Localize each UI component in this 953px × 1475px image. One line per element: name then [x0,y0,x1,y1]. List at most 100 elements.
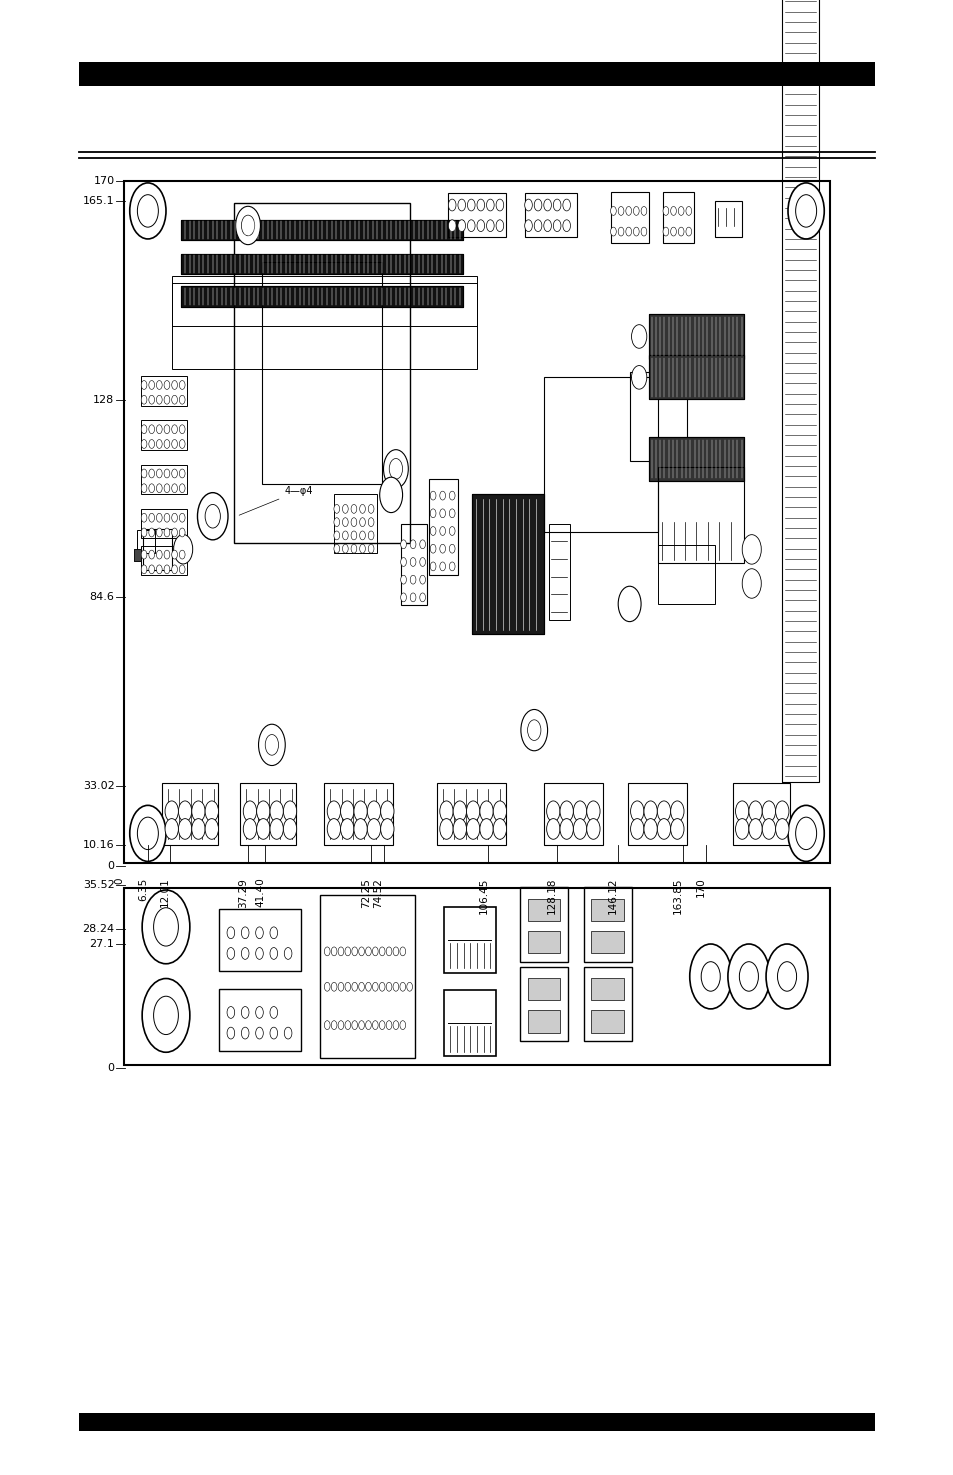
Bar [319,895,415,1058]
Bar [443,990,496,1056]
Circle shape [165,819,178,839]
Circle shape [657,801,670,822]
Circle shape [205,819,218,839]
Circle shape [342,518,348,527]
Circle shape [149,469,154,478]
Circle shape [430,527,436,535]
Circle shape [368,544,374,553]
Bar [181,220,462,240]
Circle shape [439,562,445,571]
Circle shape [255,1006,263,1018]
Bar [543,378,658,532]
Circle shape [324,1021,330,1030]
Circle shape [449,527,455,535]
Circle shape [334,518,339,527]
Circle shape [179,381,185,389]
Circle shape [761,801,775,822]
Circle shape [453,801,466,822]
Circle shape [351,544,356,553]
Bar [181,220,462,240]
Circle shape [243,801,256,822]
Circle shape [379,947,385,956]
Circle shape [179,484,185,493]
Circle shape [164,565,170,574]
Circle shape [439,544,445,553]
Circle shape [137,817,158,850]
Bar [610,192,648,243]
Circle shape [430,491,436,500]
Circle shape [678,227,683,236]
Bar [591,931,623,953]
Circle shape [255,1027,263,1038]
Circle shape [334,531,339,540]
Circle shape [352,947,357,956]
Bar [324,783,393,845]
Bar [137,530,154,553]
Circle shape [141,395,147,404]
Bar [583,968,631,1041]
Circle shape [625,207,631,215]
Circle shape [386,947,392,956]
Circle shape [496,220,503,232]
Circle shape [270,926,277,938]
Circle shape [368,504,374,513]
Circle shape [430,544,436,553]
Circle shape [345,1021,351,1030]
Circle shape [727,944,769,1009]
Circle shape [164,381,170,389]
Bar [172,283,476,326]
Bar [429,479,457,575]
Circle shape [270,1006,277,1018]
Circle shape [283,801,296,822]
Circle shape [643,819,657,839]
Text: 41.40: 41.40 [255,878,265,907]
Circle shape [400,575,406,584]
Bar [448,193,505,237]
Circle shape [142,978,190,1052]
Text: 128.18: 128.18 [547,878,557,914]
Bar [240,783,295,845]
Circle shape [748,801,761,822]
Circle shape [735,819,748,839]
Circle shape [448,220,456,232]
Circle shape [156,425,162,434]
Text: 128: 128 [93,395,114,404]
Circle shape [227,926,234,938]
Circle shape [192,801,205,822]
Circle shape [351,531,356,540]
Text: 106.45: 106.45 [478,878,488,914]
Circle shape [379,478,402,513]
Circle shape [467,220,475,232]
Circle shape [365,1021,371,1030]
Circle shape [367,819,380,839]
Bar [527,1010,559,1032]
Circle shape [439,491,445,500]
Circle shape [334,544,339,553]
Circle shape [130,183,166,239]
Circle shape [631,366,646,389]
Text: 12.01: 12.01 [160,878,170,907]
Text: 10.16: 10.16 [83,841,114,850]
Bar [162,783,217,845]
Circle shape [179,528,185,537]
Circle shape [156,565,162,574]
Circle shape [670,207,676,215]
Bar [181,286,462,307]
Circle shape [359,504,365,513]
Circle shape [406,982,412,991]
Bar [124,888,829,1065]
Bar [436,783,505,845]
Circle shape [241,926,249,938]
Bar [141,546,187,575]
Circle shape [197,493,228,540]
Circle shape [453,819,466,839]
Circle shape [741,534,760,563]
Circle shape [476,220,484,232]
Circle shape [633,227,639,236]
Circle shape [662,227,668,236]
Circle shape [179,550,185,559]
Circle shape [739,962,758,991]
Bar [233,204,410,543]
Circle shape [165,801,178,822]
Circle shape [342,504,348,513]
